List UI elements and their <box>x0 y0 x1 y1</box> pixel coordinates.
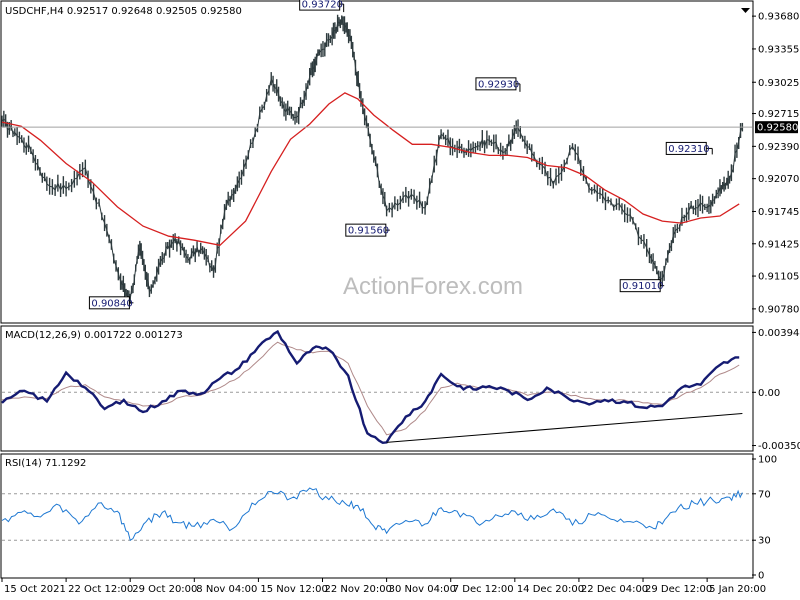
rsi-y-tick-label: 100 <box>758 455 777 466</box>
annotation-label: 0.91010 <box>622 281 663 292</box>
x-tick-label: 8 Nov 04:00 <box>196 584 257 595</box>
rsi-y-tick-label: 70 <box>758 489 771 500</box>
dropdown-arrow-icon[interactable] <box>741 8 750 13</box>
x-tick-label: 29 Dec 12:00 <box>645 584 712 595</box>
rsi-y-tick-label: 30 <box>758 536 771 547</box>
x-tick-label: 7 Dec 12:00 <box>453 584 514 595</box>
rsi-line <box>1 487 743 541</box>
annotation-box <box>475 77 517 91</box>
annotation-label: 0.90840 <box>91 298 132 309</box>
annotation-box <box>619 279 661 293</box>
price-y-tick-label: 0.91425 <box>758 239 799 250</box>
price-panel: 0.93680 0.93355 0.93025 0.92715 0.92390 0.920… <box>1 0 799 315</box>
macd-panel: 0.003944 0.00 -0.003506 <box>1 328 800 452</box>
price-y-tick-label: 0.93025 <box>758 78 799 89</box>
macd-panel-title: MACD(12,26,9) 0.001722 0.001273 <box>5 330 183 341</box>
price-y-tick-label: 0.93680 <box>758 12 799 23</box>
macd-line <box>1 329 740 445</box>
rsi-y-tick-label: 0 <box>758 571 764 582</box>
price-y-tick-label: 0.92390 <box>758 142 799 153</box>
x-tick-label: 30 Nov 04:00 <box>389 584 456 595</box>
x-tick-label: 29 Oct 20:00 <box>132 584 197 595</box>
x-tick-label: 22 Dec 04:00 <box>581 584 648 595</box>
x-tick-label: 22 Oct 12:00 <box>68 584 133 595</box>
x-tick-label: 22 Nov 20:00 <box>325 584 392 595</box>
price-y-tick-label: 0.92715 <box>758 109 799 120</box>
last-price-label: 0.92580 <box>757 123 798 134</box>
macd-y-tick-label: 0.00 <box>758 388 780 399</box>
annotation-label: 0.92930 <box>478 79 519 90</box>
macd-trendline <box>386 413 743 443</box>
x-tick-label: 15 Oct 2021 <box>4 584 66 595</box>
rsi-panel-title: RSI(14) 71.1292 <box>5 458 86 469</box>
annotation-label: 0.93720 <box>302 0 343 11</box>
annotation-box <box>299 0 341 11</box>
price-y-tick-label: 0.91745 <box>758 207 799 218</box>
macd-y-tick-label: 0.003944 <box>758 328 800 339</box>
price-y-tick-label: 0.90780 <box>758 304 799 315</box>
annotation-box <box>88 296 130 310</box>
moving-average-line <box>1 92 740 247</box>
last-price-box <box>755 121 798 134</box>
x-tick-label: 15 Nov 12:00 <box>260 584 327 595</box>
annotation-label: 0.92310 <box>668 144 709 155</box>
x-tick-label: 5 Jan 20:00 <box>709 584 766 595</box>
price-panel-frame <box>0 0 754 324</box>
macd-panel-frame <box>0 325 754 452</box>
annotation-box <box>665 141 707 155</box>
price-y-tick-label: 0.91105 <box>758 272 799 283</box>
rsi-panel-frame <box>0 453 754 579</box>
watermark: ActionForex.com <box>343 273 523 300</box>
price-panel-title: USDCHF,H4 0.92517 0.92648 0.92505 0.9258… <box>5 6 242 17</box>
annotation-box <box>345 223 387 237</box>
price-y-tick-label: 0.93355 <box>758 44 799 55</box>
macd-y-tick-label: -0.003506 <box>758 441 800 452</box>
rsi-panel: 100 70 30 0 <box>1 455 777 582</box>
price-y-tick-label: 0.92070 <box>758 174 799 185</box>
annotation-label: 0.91560 <box>348 226 389 237</box>
price-series-line <box>1 18 743 300</box>
x-tick-label: 14 Dec 20:00 <box>517 584 584 595</box>
